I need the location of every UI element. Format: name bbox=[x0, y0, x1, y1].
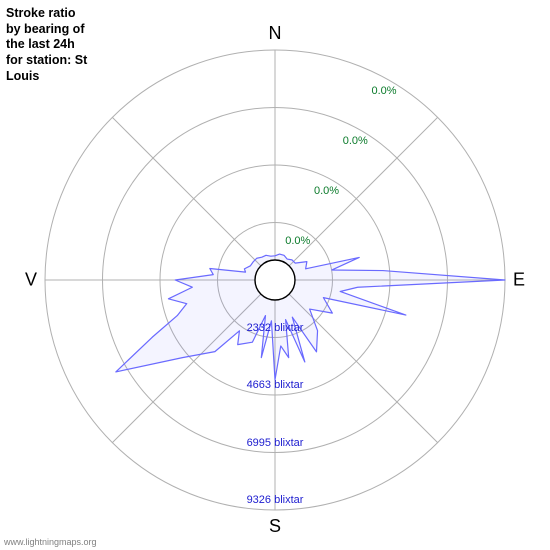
attribution-text: www.lightningmaps.org bbox=[4, 537, 97, 547]
cardinal-s: S bbox=[269, 516, 281, 537]
lower-ring-label-4: 9326 blixtar bbox=[247, 494, 304, 506]
upper-ring-label-2: 0.0% bbox=[314, 185, 339, 197]
upper-ring-label-1: 0.0% bbox=[285, 235, 310, 247]
lower-ring-label-2: 4663 blixtar bbox=[247, 379, 304, 391]
upper-ring-label-4: 0.0% bbox=[371, 85, 396, 97]
lower-ring-label-3: 6995 blixtar bbox=[247, 437, 304, 449]
cardinal-n: N bbox=[269, 23, 282, 44]
cardinal-e: E bbox=[513, 270, 525, 291]
cardinal-w: V bbox=[25, 270, 37, 291]
chart-title: Stroke ratio by bearing of the last 24h … bbox=[6, 6, 87, 84]
lower-ring-label-1: 2332 blixtar bbox=[247, 322, 304, 334]
upper-ring-label-3: 0.0% bbox=[343, 135, 368, 147]
